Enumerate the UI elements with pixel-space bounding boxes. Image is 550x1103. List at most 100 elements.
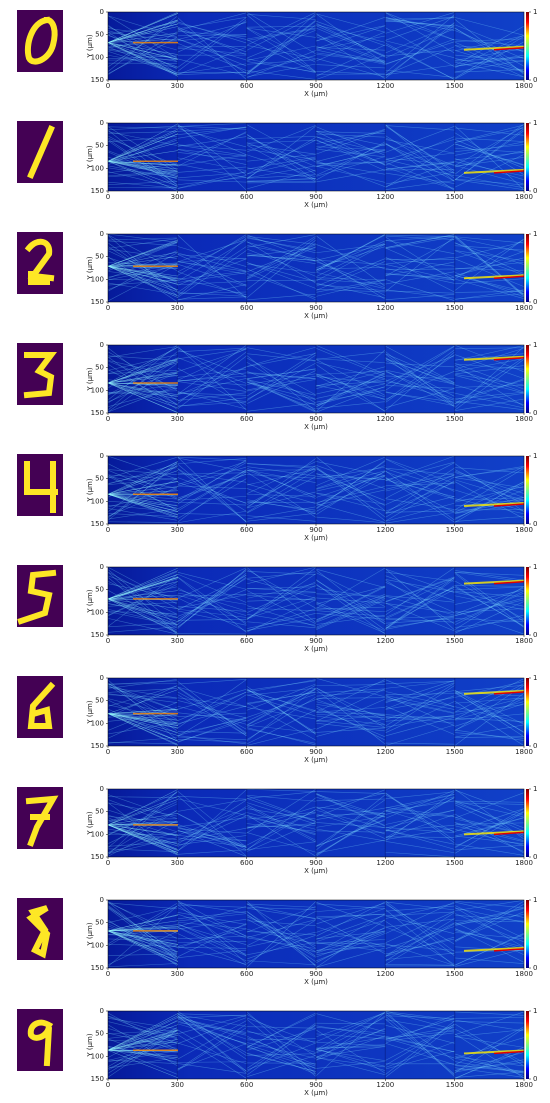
y-tick-label: 100 <box>91 1052 104 1060</box>
x-tick-label: 1200 <box>376 193 394 201</box>
y-tick-label: 0 <box>100 1007 104 1015</box>
x-tick-label: 300 <box>171 1081 184 1089</box>
field-heatmap <box>107 1010 525 1080</box>
y-tick-label: 150 <box>91 964 104 972</box>
x-tick-label: 1500 <box>446 859 464 867</box>
field-heatmap <box>107 899 525 969</box>
y-tick-label: 100 <box>91 53 104 61</box>
colorbar-tick-label: 0 <box>533 187 537 195</box>
x-axis-label: X (μm) <box>304 756 328 764</box>
x-tick-label: 1800 <box>515 304 533 312</box>
y-tick-label: 50 <box>95 586 104 594</box>
y-axis-label: Y (μm) <box>86 478 94 503</box>
y-tick-label: 100 <box>91 830 104 838</box>
colorbar-tick-label: 0 <box>533 964 537 972</box>
x-tick-label: 0 <box>106 304 110 312</box>
y-tick-label: 0 <box>100 341 104 349</box>
x-tick-label: 600 <box>240 82 253 90</box>
digit-image <box>17 1009 63 1071</box>
y-tick-label: 100 <box>91 164 104 172</box>
panel: 0 300 600 900 1200 1500 1800 X (μm) 0 50 100 150 Y (… <box>17 230 537 320</box>
digit-image <box>17 121 63 183</box>
x-tick-label: 1200 <box>376 748 394 756</box>
colorbar-tick-label: 0 <box>533 631 537 639</box>
colorbar-tick-label: 1 <box>533 8 537 16</box>
y-axis-label: Y (μm) <box>86 145 94 170</box>
x-tick-label: 900 <box>309 970 322 978</box>
y-tick-label: 0 <box>100 785 104 793</box>
x-tick-label: 300 <box>171 193 184 201</box>
colorbar <box>526 789 529 857</box>
y-axis-label: Y (μm) <box>86 700 94 725</box>
colorbar <box>526 12 529 80</box>
x-tick-label: 600 <box>240 1081 253 1089</box>
x-tick-label: 900 <box>309 304 322 312</box>
y-tick-label: 150 <box>91 76 104 84</box>
x-tick-label: 600 <box>240 637 253 645</box>
x-tick-label: 0 <box>106 859 110 867</box>
x-tick-label: 300 <box>171 415 184 423</box>
x-tick-label: 1200 <box>376 415 394 423</box>
y-tick-label: 150 <box>91 631 104 639</box>
x-tick-label: 600 <box>240 748 253 756</box>
field-heatmap <box>107 455 525 525</box>
colorbar <box>526 234 529 302</box>
digit-image <box>17 676 63 738</box>
field-heatmap <box>107 122 525 192</box>
y-tick-label: 0 <box>100 230 104 238</box>
y-axis-label: Y (μm) <box>86 1033 94 1058</box>
x-tick-label: 1800 <box>515 526 533 534</box>
panel: 0 300 600 900 1200 1500 1800 X (μm) 0 50 100 150 Y (… <box>17 119 537 209</box>
x-tick-label: 600 <box>240 415 253 423</box>
x-tick-label: 900 <box>309 193 322 201</box>
field-heatmap <box>107 344 525 414</box>
y-tick-label: 50 <box>95 697 104 705</box>
panel: 0 300 600 900 1200 1500 1800 X (μm) 0 50 100 150 Y (… <box>17 674 537 764</box>
x-axis-label: X (μm) <box>304 423 328 431</box>
y-tick-label: 50 <box>95 475 104 483</box>
x-tick-label: 1500 <box>446 1081 464 1089</box>
colorbar <box>526 123 529 191</box>
x-axis-label: X (μm) <box>304 978 328 986</box>
y-axis-label: Y (μm) <box>86 922 94 947</box>
field-heatmap <box>107 566 525 636</box>
field-heatmap <box>107 677 525 747</box>
x-tick-label: 0 <box>106 193 110 201</box>
digit-image <box>17 898 63 960</box>
colorbar-tick-label: 1 <box>533 230 537 238</box>
y-tick-label: 150 <box>91 409 104 417</box>
colorbar-tick-label: 0 <box>533 853 537 861</box>
y-tick-label: 100 <box>91 386 104 394</box>
colorbar-tick-label: 0 <box>533 76 537 84</box>
x-tick-label: 300 <box>171 859 184 867</box>
colorbar <box>526 345 529 413</box>
x-tick-label: 1800 <box>515 82 533 90</box>
x-tick-label: 600 <box>240 526 253 534</box>
colorbar-tick-label: 1 <box>533 452 537 460</box>
x-tick-label: 1500 <box>446 415 464 423</box>
x-axis-label: X (μm) <box>304 534 328 542</box>
x-tick-label: 300 <box>171 970 184 978</box>
y-tick-label: 150 <box>91 520 104 528</box>
x-axis-label: X (μm) <box>304 867 328 875</box>
field-heatmap <box>107 233 525 303</box>
y-tick-label: 0 <box>100 452 104 460</box>
y-tick-label: 50 <box>95 919 104 927</box>
y-tick-label: 150 <box>91 187 104 195</box>
digit-image <box>17 454 63 516</box>
y-tick-label: 150 <box>91 853 104 861</box>
y-axis-label: Y (μm) <box>86 256 94 281</box>
y-tick-label: 50 <box>95 808 104 816</box>
colorbar-tick-label: 0 <box>533 409 537 417</box>
x-tick-label: 1200 <box>376 82 394 90</box>
colorbar <box>526 900 529 968</box>
y-tick-label: 0 <box>100 563 104 571</box>
colorbar <box>526 1011 529 1079</box>
x-tick-label: 1800 <box>515 859 533 867</box>
x-tick-label: 900 <box>309 859 322 867</box>
field-heatmap <box>107 11 525 81</box>
y-tick-label: 150 <box>91 1075 104 1083</box>
x-tick-label: 600 <box>240 193 253 201</box>
x-axis-label: X (μm) <box>304 201 328 209</box>
